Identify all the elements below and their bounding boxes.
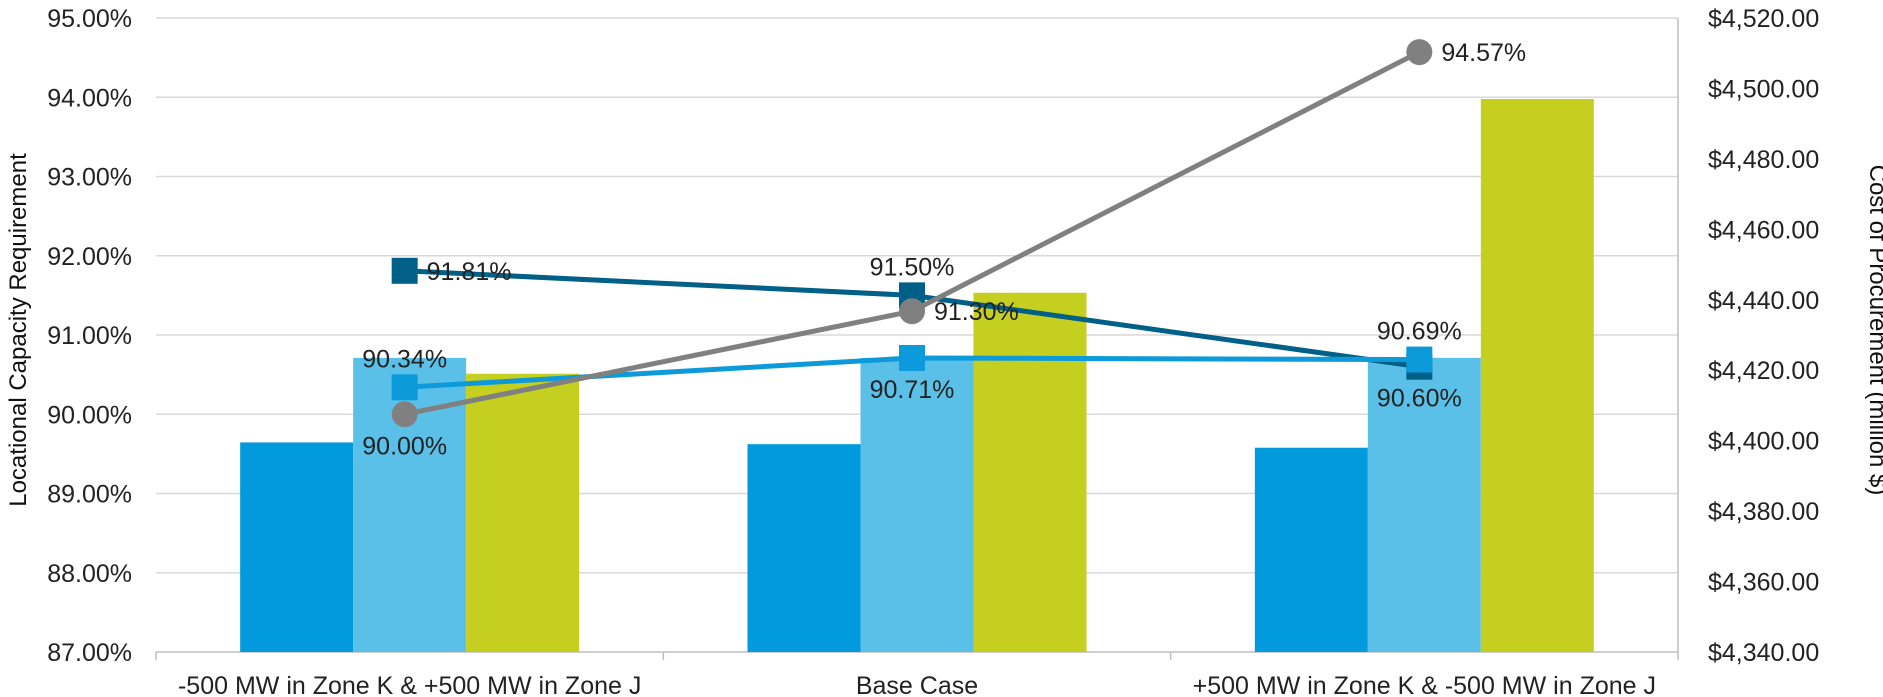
- y2-tick-label: $4,460.00: [1708, 216, 1819, 244]
- bar: [353, 357, 467, 652]
- lines: [391, 39, 1433, 428]
- point-marker: [1406, 346, 1433, 373]
- bar: [240, 442, 354, 652]
- point-marker: [391, 401, 418, 428]
- y-axis-title: Locational Capacity Requirement: [5, 153, 32, 507]
- y2-tick-label: $4,360.00: [1708, 569, 1819, 597]
- y-tick-label: 92.00%: [47, 243, 132, 271]
- y2-tick-label: $4,340.00: [1708, 639, 1819, 667]
- y2-tick-label: $4,520.00: [1708, 5, 1819, 33]
- y-tick-label: 90.00%: [47, 401, 132, 429]
- data-labels: 91.81% 91.50% 90.60% 90.34% 90.71% 90.69% 90.0…: [362, 39, 1526, 460]
- bar: [1254, 447, 1368, 652]
- y2-tick-label: $4,440.00: [1708, 287, 1819, 315]
- x-tick-label: -500 MW in Zone K & +500 MW in Zone J: [178, 672, 641, 697]
- y-tick-label: 88.00%: [47, 560, 132, 588]
- y2-tick-label: $4,480.00: [1708, 146, 1819, 174]
- point-marker: [391, 257, 418, 284]
- point-marker: [391, 374, 418, 401]
- x-tick-label: +500 MW in Zone K & -500 MW in Zone J: [1193, 672, 1656, 697]
- bar: [1480, 99, 1594, 652]
- point-marker: [899, 344, 925, 371]
- y2-tick-label: $4,420.00: [1708, 357, 1819, 385]
- data-label: 94.57%: [1441, 39, 1526, 67]
- tick-labels: 87.00% 88.00% 89.00% 90.00% 91.00% 92.00% 93.0…: [47, 5, 1819, 697]
- y2-tick-label: $4,500.00: [1708, 75, 1819, 103]
- x-tick-label: Base Case: [856, 672, 978, 697]
- data-label: 90.69%: [1377, 318, 1462, 346]
- bar: [466, 373, 580, 652]
- data-label: 91.30%: [934, 298, 1019, 326]
- point-marker: [1406, 39, 1433, 66]
- bars: [240, 99, 1594, 652]
- bar: [973, 292, 1087, 652]
- y-tick-label: 94.00%: [47, 84, 132, 112]
- y2-tick-label: $4,380.00: [1708, 498, 1819, 526]
- y2-axis-title: Cost of Procurement (million $): [1864, 165, 1883, 496]
- bar: [747, 444, 861, 652]
- bar: [1367, 357, 1481, 652]
- data-label: 91.50%: [870, 253, 955, 281]
- data-label: 90.00%: [362, 432, 447, 460]
- y-tick-label: 95.00%: [47, 5, 132, 33]
- y-tick-label: 87.00%: [47, 639, 132, 667]
- y-tick-label: 91.00%: [47, 322, 132, 350]
- y2-tick-label: $4,400.00: [1708, 428, 1819, 456]
- point-marker: [899, 298, 925, 325]
- y-tick-label: 93.00%: [47, 164, 132, 192]
- data-label: 90.60%: [1377, 385, 1462, 413]
- data-label: 90.71%: [870, 376, 955, 404]
- y-tick-label: 89.00%: [47, 481, 132, 509]
- bar: [860, 357, 974, 652]
- data-label: 91.81%: [427, 258, 512, 286]
- data-label: 90.34%: [362, 345, 447, 373]
